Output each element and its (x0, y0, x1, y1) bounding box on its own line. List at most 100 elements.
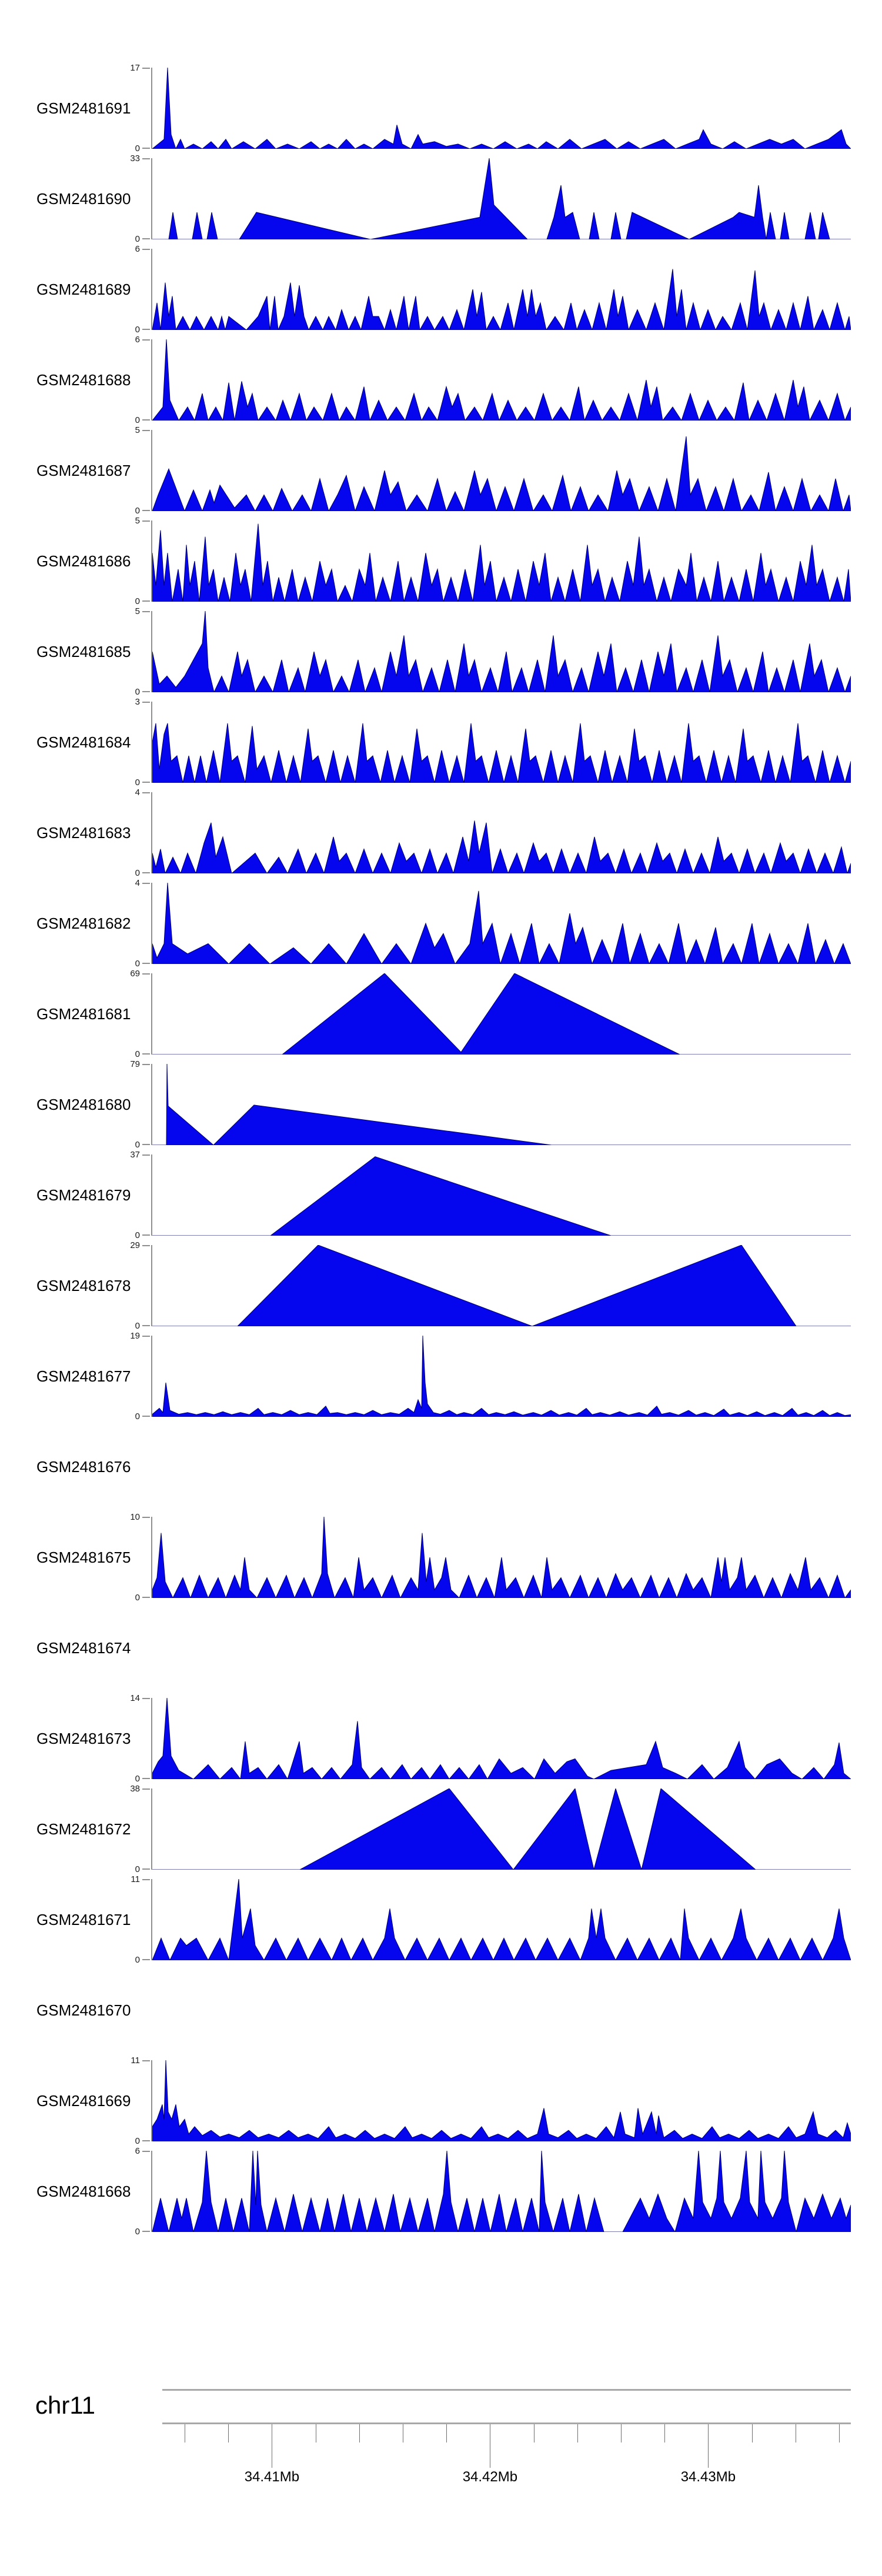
y-max-label: 6 (135, 244, 140, 254)
y-max-label: 38 (130, 1784, 140, 1794)
signal-area (152, 1698, 851, 1779)
signal-area (152, 1336, 851, 1417)
y-axis-line (151, 430, 152, 511)
y-axis-top-tick (142, 1245, 150, 1246)
y-axis-top-tick (142, 339, 150, 341)
y-max-label: 17 (130, 63, 140, 73)
y-zero-label: 0 (135, 1321, 140, 1331)
track-plot: 6 0 (135, 244, 851, 335)
ruler-minor-tick (751, 2424, 753, 2442)
ruler-minor-tick (621, 2424, 622, 2442)
track-row: GSM2481672 38 0 (0, 1784, 882, 1874)
y-zero-label: 0 (135, 1774, 140, 1784)
y-max-label: 5 (135, 425, 140, 435)
y-max-label: 79 (130, 1059, 140, 1069)
track-label: GSM2481688 (36, 371, 131, 389)
track-label: GSM2481669 (36, 2091, 131, 2110)
y-axis-zero-tick (142, 148, 150, 149)
track-plot: 11 0 (131, 1874, 851, 1965)
track-row: GSM2481670 (0, 1970, 882, 2051)
track-label: GSM2481680 (36, 1095, 131, 1113)
y-zero-label: 0 (135, 1049, 140, 1059)
y-zero-label: 0 (135, 868, 140, 878)
y-max-label: 5 (135, 516, 140, 526)
track-label: GSM2481677 (36, 1367, 131, 1385)
y-axis-zero-tick (142, 963, 150, 964)
signal-polygon (152, 611, 851, 692)
signal-polygon (152, 1245, 851, 1326)
y-axis-line (151, 1154, 152, 1236)
track-plot: 19 0 (130, 1331, 851, 1422)
track-row: GSM2481671 11 0 (0, 1874, 882, 1965)
ruler-minor-tick (839, 2424, 840, 2442)
track-plot: 69 0 (130, 969, 851, 1059)
signal-area (152, 883, 851, 964)
y-axis-line (151, 1245, 152, 1326)
y-axis-zero-tick (142, 691, 150, 692)
y-zero-label: 0 (135, 687, 140, 697)
track-plot: 6 0 (135, 335, 851, 425)
ruler-tick-label: 34.43Mb (680, 2469, 736, 2485)
y-axis-line (151, 883, 152, 964)
track-label: GSM2481675 (36, 1548, 131, 1566)
ruler-minor-tick (228, 2424, 229, 2442)
signal-polygon (152, 158, 851, 239)
signal-polygon (152, 436, 851, 511)
y-axis-zero-tick (142, 238, 150, 239)
track-row: GSM2481679 37 0 (0, 1150, 882, 1240)
track-plot: 5 0 (135, 425, 851, 516)
y-max-label: 69 (130, 969, 140, 979)
signal-polygon (152, 2060, 851, 2141)
y-axis-zero-tick (142, 2231, 150, 2232)
signal-polygon (152, 269, 851, 330)
signal-polygon (152, 820, 851, 873)
ruler-minor-tick (446, 2424, 447, 2442)
track-label: GSM2481691 (36, 99, 131, 117)
track-row: GSM2481682 4 0 (0, 878, 882, 969)
y-max-label: 6 (135, 2146, 140, 2156)
signal-area (152, 269, 851, 330)
y-axis-line (151, 1788, 152, 1870)
y-max-label: 19 (130, 1331, 140, 1341)
track-label: GSM2481676 (36, 1457, 131, 1476)
y-max-label: 6 (135, 335, 140, 345)
signal-polygon (152, 68, 851, 149)
signal-polygon (152, 1698, 851, 1779)
track-plot: 10 0 (130, 1512, 851, 1603)
track-row: GSM2481673 14 0 (0, 1693, 882, 1784)
y-axis-line (151, 702, 152, 783)
y-axis-zero-tick (142, 1416, 150, 1417)
y-axis-zero-tick (142, 1144, 150, 1145)
signal-area (152, 1156, 851, 1236)
track-row: GSM2481687 5 0 (0, 425, 882, 516)
y-axis-top-tick (142, 1154, 150, 1156)
track-label: GSM2481689 (36, 280, 131, 298)
track-plot: 3 0 (135, 697, 851, 788)
y-axis-top-tick (142, 611, 150, 612)
y-axis-top-tick (142, 249, 150, 250)
signal-area (152, 158, 851, 239)
y-axis-line (151, 68, 152, 149)
track-plot: 5 0 (135, 516, 851, 606)
track-row: GSM2481668 6 0 (0, 2146, 882, 2237)
signal-area (152, 68, 851, 149)
y-zero-label: 0 (135, 959, 140, 969)
y-axis-zero-tick (142, 1597, 150, 1598)
y-axis-top-tick (142, 430, 150, 431)
track-label: GSM2481672 (36, 1820, 131, 1838)
track-label: GSM2481687 (36, 461, 131, 479)
track-row: GSM2481688 6 0 (0, 335, 882, 425)
y-axis-line (151, 611, 152, 692)
track-label: GSM2481683 (36, 823, 131, 842)
ruler-tick-label: 34.41Mb (244, 2469, 300, 2485)
y-axis-top-tick (142, 1698, 150, 1699)
y-axis-line (151, 249, 152, 330)
y-axis-zero-tick (142, 1234, 150, 1236)
y-max-label: 3 (135, 697, 140, 707)
signal-polygon (152, 1336, 851, 1417)
signal-area (152, 1517, 851, 1598)
y-axis-zero-tick (142, 510, 150, 511)
y-axis-zero-tick (142, 1325, 150, 1326)
y-zero-label: 0 (135, 1593, 140, 1603)
y-axis-zero-tick (142, 329, 150, 330)
